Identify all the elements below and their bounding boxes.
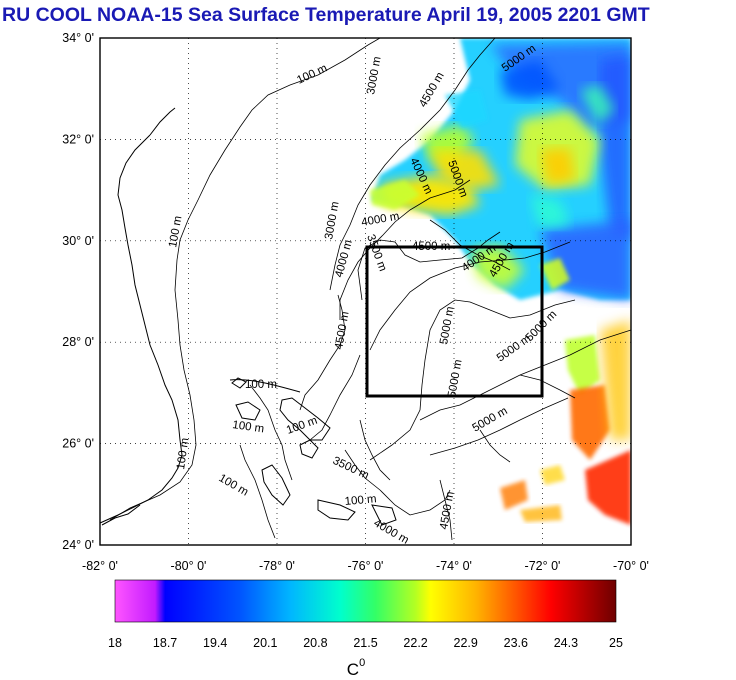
- colorbar: [114, 579, 617, 623]
- y-tick-label: 34° 0': [62, 31, 94, 45]
- colorbar-tick-label: 25: [609, 636, 623, 650]
- colorbar-tick-label: 20.1: [253, 636, 277, 650]
- contour-label: 4500 m: [417, 70, 447, 109]
- colorbar-tick-label: 22.9: [454, 636, 478, 650]
- colorbar-tick-label: 22.2: [403, 636, 427, 650]
- colorbar-unit: C0: [347, 657, 365, 679]
- contour-label: 100 m: [232, 419, 265, 435]
- contour-label: 100 m: [217, 472, 251, 498]
- coastline: [99, 107, 397, 526]
- x-tick-label: -82° 0': [82, 559, 118, 573]
- contour-label: 100 m: [175, 437, 191, 470]
- map-title: RU COOL NOAA-15 Sea Surface Temperature …: [2, 4, 650, 26]
- contour-label: 3000 m: [323, 201, 341, 241]
- colorbar-tick-label: 24.3: [554, 636, 578, 650]
- contour-label: 100 m: [285, 415, 319, 437]
- contour-label: 4500 m: [333, 311, 351, 351]
- colorbar-tick-label: 21.5: [353, 636, 377, 650]
- y-tick-label: 28° 0': [62, 335, 94, 349]
- colorbar-tick-label: 23.6: [504, 636, 528, 650]
- contour-label: 100 m: [245, 379, 277, 391]
- y-tick-label: 32° 0': [62, 132, 94, 146]
- contour-label: 4500 m: [438, 491, 456, 531]
- x-tick-label: -74° 0': [436, 559, 472, 573]
- x-tick-label: -76° 0': [348, 559, 384, 573]
- colorbar-tick-label: 20.8: [303, 636, 327, 650]
- sst-imagery: [370, 38, 631, 525]
- y-tick-label: 30° 0': [62, 234, 94, 248]
- y-tick-label: 26° 0': [62, 437, 94, 451]
- x-tick-label: -72° 0': [525, 559, 561, 573]
- colorbar-labels: 18 18.7 19.4 20.1 20.8 21.5 22.2 22.9 23.6 24.3 25: [108, 636, 623, 650]
- x-tick-label: -78° 0': [259, 559, 295, 573]
- x-tick-label: -70° 0': [613, 559, 649, 573]
- colorbar-tick-label: 18: [108, 636, 122, 650]
- contour-label: 5000 m: [438, 306, 456, 346]
- contour-label: 5000 m: [446, 359, 464, 399]
- colorbar-tick-label: 19.4: [203, 636, 227, 650]
- contour-label: 100 m: [295, 62, 329, 86]
- contour-label: 100 m: [167, 215, 184, 249]
- contour-label: 5000 m: [471, 405, 510, 435]
- x-tick-label: -80° 0': [171, 559, 207, 573]
- contour-label: 4500 m: [412, 241, 450, 253]
- contour-label: 4000 m: [360, 210, 400, 228]
- axis-ticks: -82° 0' -80° 0' -78° 0' -76° 0' -74° 0' -72° …: [62, 31, 649, 573]
- study-area-box: [365, 245, 544, 398]
- y-tick-label: 24° 0': [62, 538, 94, 552]
- contour-label: 100 m: [344, 493, 377, 508]
- contour-label: 3000 m: [365, 56, 383, 96]
- colorbar-tick-label: 18.7: [153, 636, 177, 650]
